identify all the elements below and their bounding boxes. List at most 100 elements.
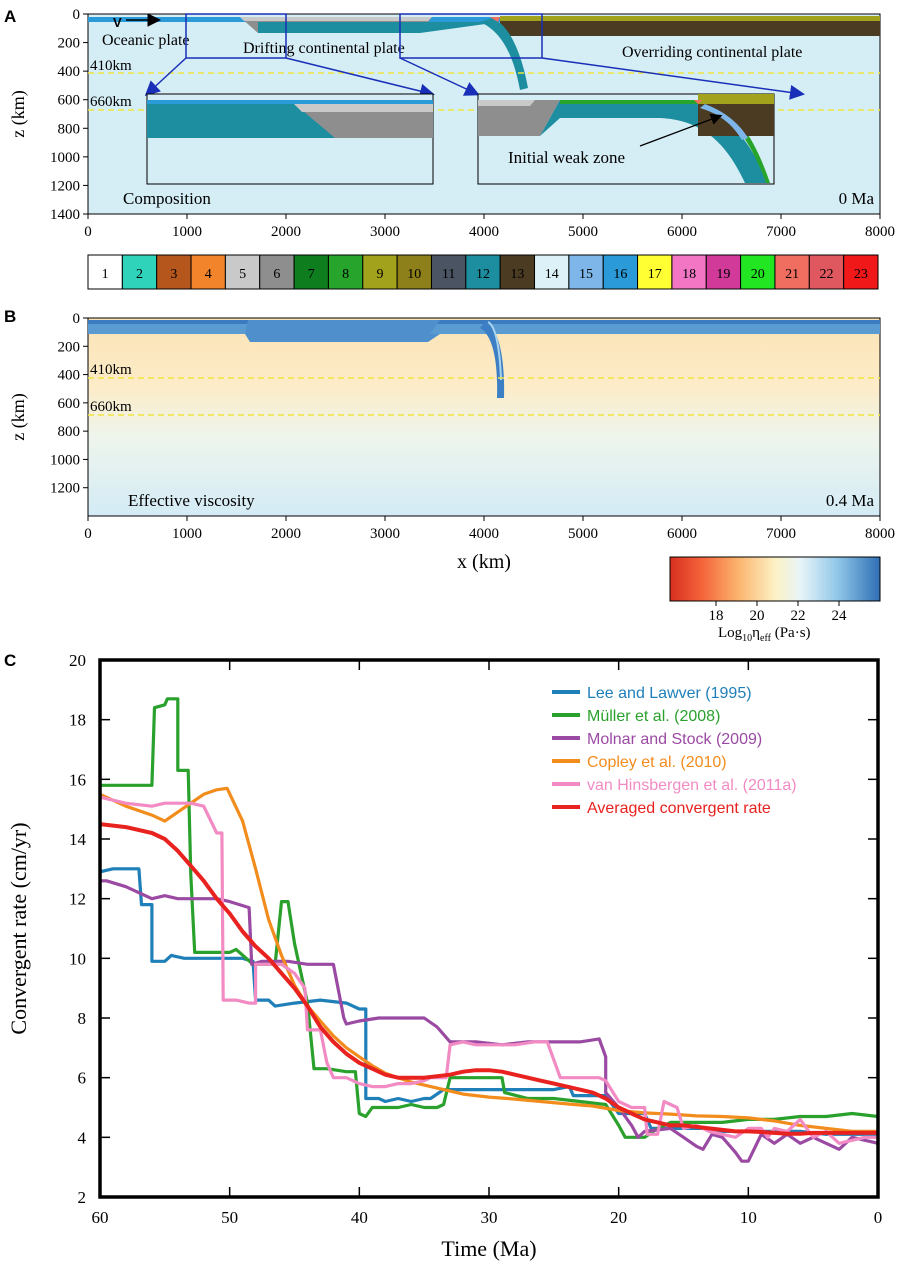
x-tick-label: 60 (92, 1208, 109, 1227)
legend-swatch (740, 254, 776, 290)
y-tick-label: 800 (58, 424, 81, 440)
panel-b-label: B (4, 307, 16, 326)
label-overriding-plate: Overriding continental plate (622, 44, 802, 61)
legend-number: 2 (136, 267, 143, 282)
series-line-0 (100, 867, 878, 1136)
x-tick-label: 0 (84, 526, 92, 542)
inset-subduction-zone (477, 93, 775, 185)
legend-swatch (808, 254, 845, 290)
legend-swatch (430, 254, 467, 290)
x-tick-label: 50 (221, 1208, 238, 1227)
x-tick-label: 40 (351, 1208, 368, 1227)
legend-number: 17 (648, 267, 662, 282)
x-tick-label: 8000 (865, 224, 895, 240)
series-line-3 (100, 786, 878, 1133)
legend-swatch (465, 254, 501, 290)
colorbar-tick-label: 22 (791, 608, 806, 624)
subducting-slab (480, 18, 528, 90)
x-tick-label: 7000 (766, 526, 796, 542)
y-tick-label: 200 (58, 36, 81, 52)
legend-swatch (671, 254, 707, 290)
x-tick-label: 3000 (370, 224, 400, 240)
legend-swatch (362, 254, 398, 290)
label-weak-zone: Initial weak zone (508, 148, 625, 167)
label-effective-viscosity: Effective viscosity (128, 491, 255, 510)
series-lines (100, 697, 878, 1163)
legend-swatch (293, 254, 329, 290)
colorbar-tick-label: 24 (832, 608, 848, 624)
legend-number: 19 (716, 267, 730, 282)
x-axis-label: Time (Ma) (441, 1236, 536, 1261)
inset-label-composition: Composition (123, 189, 211, 208)
y-axis-label: Convergent rate (cm/yr) (6, 822, 31, 1034)
viscosity-lithosphere-top (88, 320, 880, 324)
legend-swatch (121, 254, 158, 290)
colorbar-tick-label: 18 (709, 608, 724, 624)
y-tick-label: 0 (73, 311, 81, 327)
x-tick-label: 3000 (370, 526, 400, 542)
viscosity-slab-core (487, 321, 502, 381)
legend-number: 10 (407, 267, 421, 282)
legend-swatch (568, 254, 604, 290)
x-tick-label: 4000 (469, 224, 499, 240)
y-tick-label: 12 (69, 890, 86, 909)
x-tick-label: 6000 (667, 526, 697, 542)
legend-number: 8 (342, 267, 349, 282)
legend-number: 18 (682, 267, 696, 282)
y-tick-label: 16 (69, 770, 86, 789)
legend-number: 5 (239, 267, 246, 282)
legend-number: 15 (579, 267, 593, 282)
trench-sediments (490, 17, 500, 22)
legend-number: 7 (308, 267, 315, 282)
legend-entry: Müller et al. (2008) (587, 708, 720, 725)
x-tick-label: 6000 (667, 224, 697, 240)
convergence-rate-chart: 2 4 6 8 10 12 14 16 18 20 60 50 40 30 20 10 0 Lee and Law… (6, 651, 882, 1261)
y-tick-label: 4 (78, 1128, 87, 1147)
legend-number: 9 (376, 267, 383, 282)
x-tick-label: 0 (84, 224, 92, 240)
y-tick-label: 1000 (50, 452, 80, 468)
legend-number: 16 (613, 267, 627, 282)
legend-entry: van Hinsbergen et al. (2011a) (587, 777, 797, 794)
panel-a-time: 0 Ma (839, 189, 875, 208)
legend-entry: Averaged convergent rate (587, 800, 771, 817)
depth-label-410: 410km (90, 58, 132, 74)
y-tick-label: 600 (58, 93, 81, 109)
y-tick-label: 200 (58, 339, 81, 355)
y-tick-label: 400 (58, 64, 81, 80)
label-oceanic-plate: Oceanic plate (102, 32, 190, 49)
y-tick-label: 1000 (50, 150, 80, 166)
x-tick-label: 0 (874, 1208, 883, 1227)
legend-number: 4 (205, 267, 212, 282)
x-tick-label: 4000 (469, 526, 499, 542)
legend-swatch (602, 254, 639, 290)
plot-frame (98, 658, 880, 1199)
series-line-4 (100, 795, 878, 1145)
legend-number: 14 (545, 267, 559, 282)
zoom-arrow-left-2 (285, 57, 435, 99)
legend-swatch (87, 254, 123, 290)
legend-number: 22 (819, 267, 833, 282)
zoom-arrow-right-2 (541, 57, 805, 100)
x-tick-label: 2000 (271, 224, 301, 240)
x-tick-label: 5000 (568, 526, 598, 542)
x-tick-label: 1000 (172, 526, 202, 542)
panel-a-label: A (4, 7, 16, 26)
panel-c: C 2 4 6 8 10 12 14 16 18 20 60 50 40 30 20 10 0 Lee and L… (4, 651, 882, 1261)
y-axis-label: z (km) (8, 393, 29, 440)
y-tick-label: 600 (58, 396, 81, 412)
y-tick-label: 1400 (50, 207, 80, 223)
legend-swatch (396, 254, 432, 290)
zoom-box-right (399, 13, 543, 59)
x-tick-label: 2000 (271, 526, 301, 542)
chart-legend: Lee and Lawver (1995) Müller et al. (2008… (552, 685, 797, 817)
lithosphere-mantle (88, 22, 500, 33)
x-tick-label: 20 (610, 1208, 627, 1227)
panel-c-label: C (4, 651, 16, 670)
legend-number: 3 (170, 267, 177, 282)
depth-label-660: 660km (90, 94, 132, 110)
legend-number: 21 (785, 267, 799, 282)
y-tick-label: 1200 (50, 178, 80, 194)
legend-swatch (774, 254, 810, 290)
panel-b-depth-label-410: 410km (90, 362, 132, 378)
